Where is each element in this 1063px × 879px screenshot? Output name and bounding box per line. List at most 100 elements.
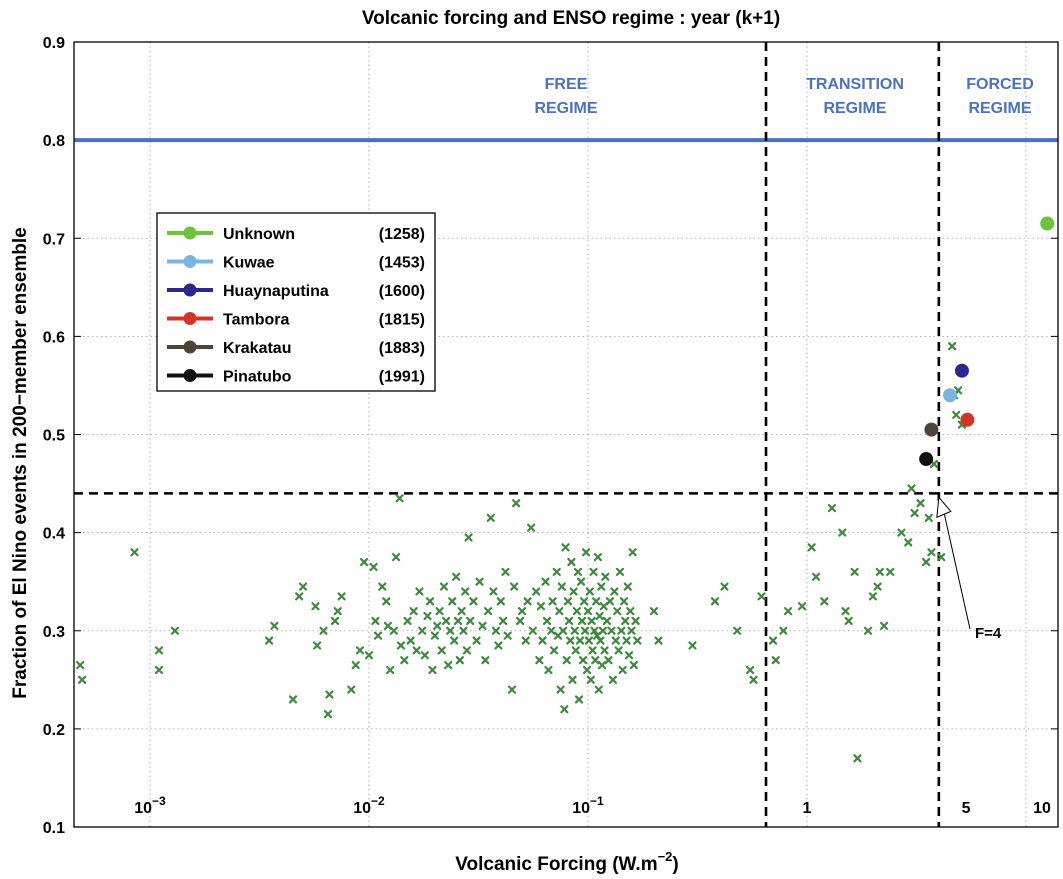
scatter-series — [76, 342, 967, 763]
scatter-point — [937, 553, 946, 562]
scatter-point — [448, 597, 457, 606]
scatter-point — [827, 503, 837, 513]
scatter-point — [170, 626, 180, 635]
x-decade-label: 10 — [1033, 800, 1051, 817]
scatter-point — [784, 607, 793, 616]
x-decade-label: 10−3 — [134, 794, 166, 817]
legend-name: Huaynaputina — [223, 283, 329, 300]
scatter-point — [459, 626, 468, 635]
scatter-point — [547, 626, 556, 635]
legend-marker — [183, 340, 197, 354]
scatter-point — [768, 636, 778, 645]
regime-label-line1: FREE — [545, 76, 588, 93]
scatter-point — [594, 685, 603, 694]
scatter-point — [265, 636, 274, 645]
scatter-point — [611, 636, 620, 645]
scatter-point — [415, 587, 424, 596]
scatter-point — [484, 607, 493, 616]
scatter-point — [771, 656, 780, 665]
scatter-point — [820, 597, 829, 606]
scatter-point — [391, 553, 401, 562]
scatter-point — [351, 660, 360, 670]
scatter-point — [433, 621, 442, 630]
scatter-point — [571, 646, 580, 655]
scatter-point — [560, 705, 569, 714]
scatter-point — [886, 567, 895, 576]
scatter-point — [464, 533, 473, 542]
volcano-point-kuwae — [943, 388, 958, 403]
scatter-point — [631, 616, 640, 626]
y-tick-labels: 0.1 0.2 0.3 0.4 0.5 0.6 0.7 0.8 0.9 — [43, 35, 65, 837]
scatter-point — [628, 548, 637, 557]
scatter-point — [850, 567, 859, 576]
scatter-point — [400, 656, 409, 665]
scatter-point — [649, 607, 659, 616]
scatter-point — [566, 636, 575, 645]
scatter-point — [378, 582, 387, 591]
scatter-point — [337, 592, 346, 601]
scatter-point — [581, 548, 591, 557]
scatter-point — [897, 528, 906, 537]
x-decade-base: 1 — [803, 800, 812, 817]
scatter-point — [617, 626, 626, 635]
scatter-point — [313, 641, 322, 650]
scatter-point — [710, 597, 720, 606]
scatter-point — [555, 607, 564, 616]
scatter-point — [557, 582, 566, 591]
scatter-point — [311, 602, 320, 611]
y-tick-label: 0.5 — [43, 428, 65, 445]
volcano-point-huaynaputina — [954, 363, 969, 378]
scatter-point — [452, 572, 461, 581]
y-tick-label: 0.3 — [43, 624, 65, 641]
scatter-point — [373, 631, 383, 640]
volcano-points — [919, 216, 1055, 467]
scatter-point — [615, 567, 625, 576]
scatter-point — [624, 651, 634, 660]
scatter-point — [544, 665, 553, 675]
scatter-point — [619, 597, 629, 606]
legend-marker — [183, 255, 197, 268]
scatter-point — [536, 602, 546, 611]
scatter-point — [613, 607, 622, 616]
scatter-point — [579, 597, 589, 606]
legend-year: (1991) — [379, 369, 425, 386]
legend-name: Unknown — [223, 226, 295, 243]
scatter-point — [873, 582, 882, 591]
scatter-point — [441, 616, 451, 626]
scatter-point — [435, 607, 444, 616]
legend-year: (1883) — [379, 340, 425, 357]
x-decade-exponent: −1 — [590, 794, 604, 808]
scatter-point — [475, 577, 484, 586]
x-axis-label: Volcanic Forcing (W.m−2) — [455, 849, 679, 875]
scatter-point — [76, 660, 85, 670]
x-decade-exponent: −3 — [152, 794, 166, 808]
x-decade-base: 10 — [134, 800, 152, 817]
scatter-point — [586, 675, 595, 684]
scatter-point — [325, 690, 334, 699]
scatter-point — [499, 616, 508, 626]
legend-marker — [183, 226, 197, 240]
x-decade-base: 5 — [962, 800, 971, 817]
x-decade-label: 10−2 — [353, 794, 385, 817]
scatter-point — [559, 626, 568, 635]
scatter-point — [907, 484, 916, 493]
scatter-point — [629, 660, 638, 670]
scatter-point — [406, 636, 415, 645]
scatter-point — [382, 597, 391, 606]
scatter-point — [569, 587, 578, 596]
x-decade-label: 5 — [962, 800, 971, 817]
scatter-point — [270, 621, 279, 630]
scatter-point — [516, 616, 525, 626]
scatter-point — [841, 607, 850, 616]
scatter-point — [578, 656, 588, 665]
scatter-point — [587, 616, 596, 626]
scatter-point — [844, 616, 853, 626]
scatter-point — [323, 710, 333, 719]
scatter-point — [528, 626, 537, 635]
volcano-point-unknown — [1040, 216, 1055, 231]
scatter-point — [359, 557, 369, 567]
scatter-point — [572, 607, 581, 616]
scatter-point — [621, 616, 630, 626]
scatter-point — [507, 685, 517, 694]
